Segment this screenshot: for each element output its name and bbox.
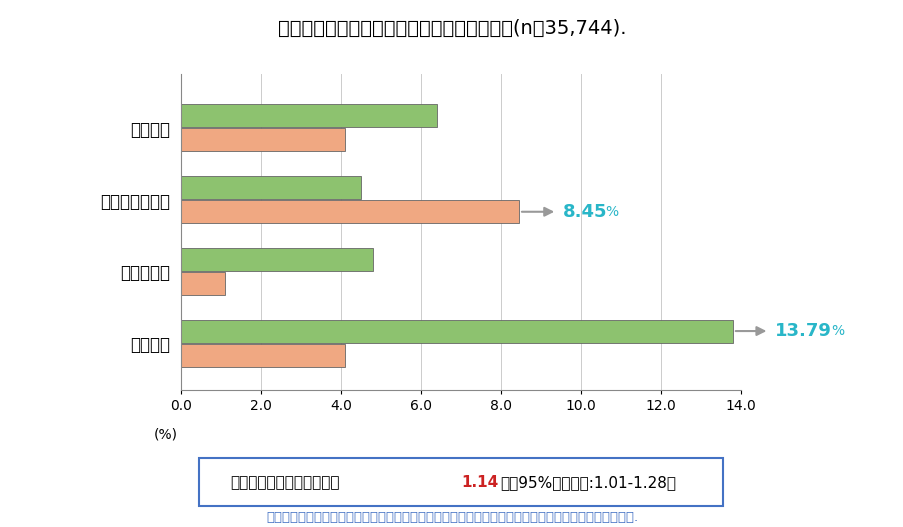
Text: (%): (%) (154, 428, 178, 442)
Text: （95%信頼区間:1.01-1.28）: （95%信頼区間:1.01-1.28） (499, 475, 675, 490)
Bar (181, 272, 225, 295)
Text: 1.14: 1.14 (461, 475, 498, 490)
Text: %: % (604, 205, 618, 219)
Bar (181, 344, 345, 367)
Bar (181, 200, 518, 223)
Bar (181, 104, 436, 127)
Text: %: % (831, 324, 843, 338)
Text: 全体の効果　ハザード比：: 全体の効果 ハザード比： (230, 475, 340, 490)
Bar (181, 248, 373, 271)
Bar (181, 129, 345, 151)
Bar (181, 176, 360, 199)
Text: 歯の本数と認知症発症の関連を説明する割合(n＝35,744).: 歯の本数と認知症発症の関連を説明する割合(n＝35,744). (277, 18, 626, 37)
FancyBboxPatch shape (199, 458, 722, 506)
Text: 13.79: 13.79 (775, 322, 832, 340)
Text: 年齢、婚姻歴、義歯使用、等価所得、教育歴、高血圧、糖尿病、飲酒歴、喫煙歴、歩行時間を調整した.: 年齢、婚姻歴、義歯使用、等価所得、教育歴、高血圧、糖尿病、飲酒歴、喫煙歴、歩行時… (265, 511, 638, 524)
Bar (181, 319, 732, 343)
Text: 8.45: 8.45 (563, 203, 607, 221)
Legend: 男性, 女性: 男性, 女性 (398, 454, 523, 482)
